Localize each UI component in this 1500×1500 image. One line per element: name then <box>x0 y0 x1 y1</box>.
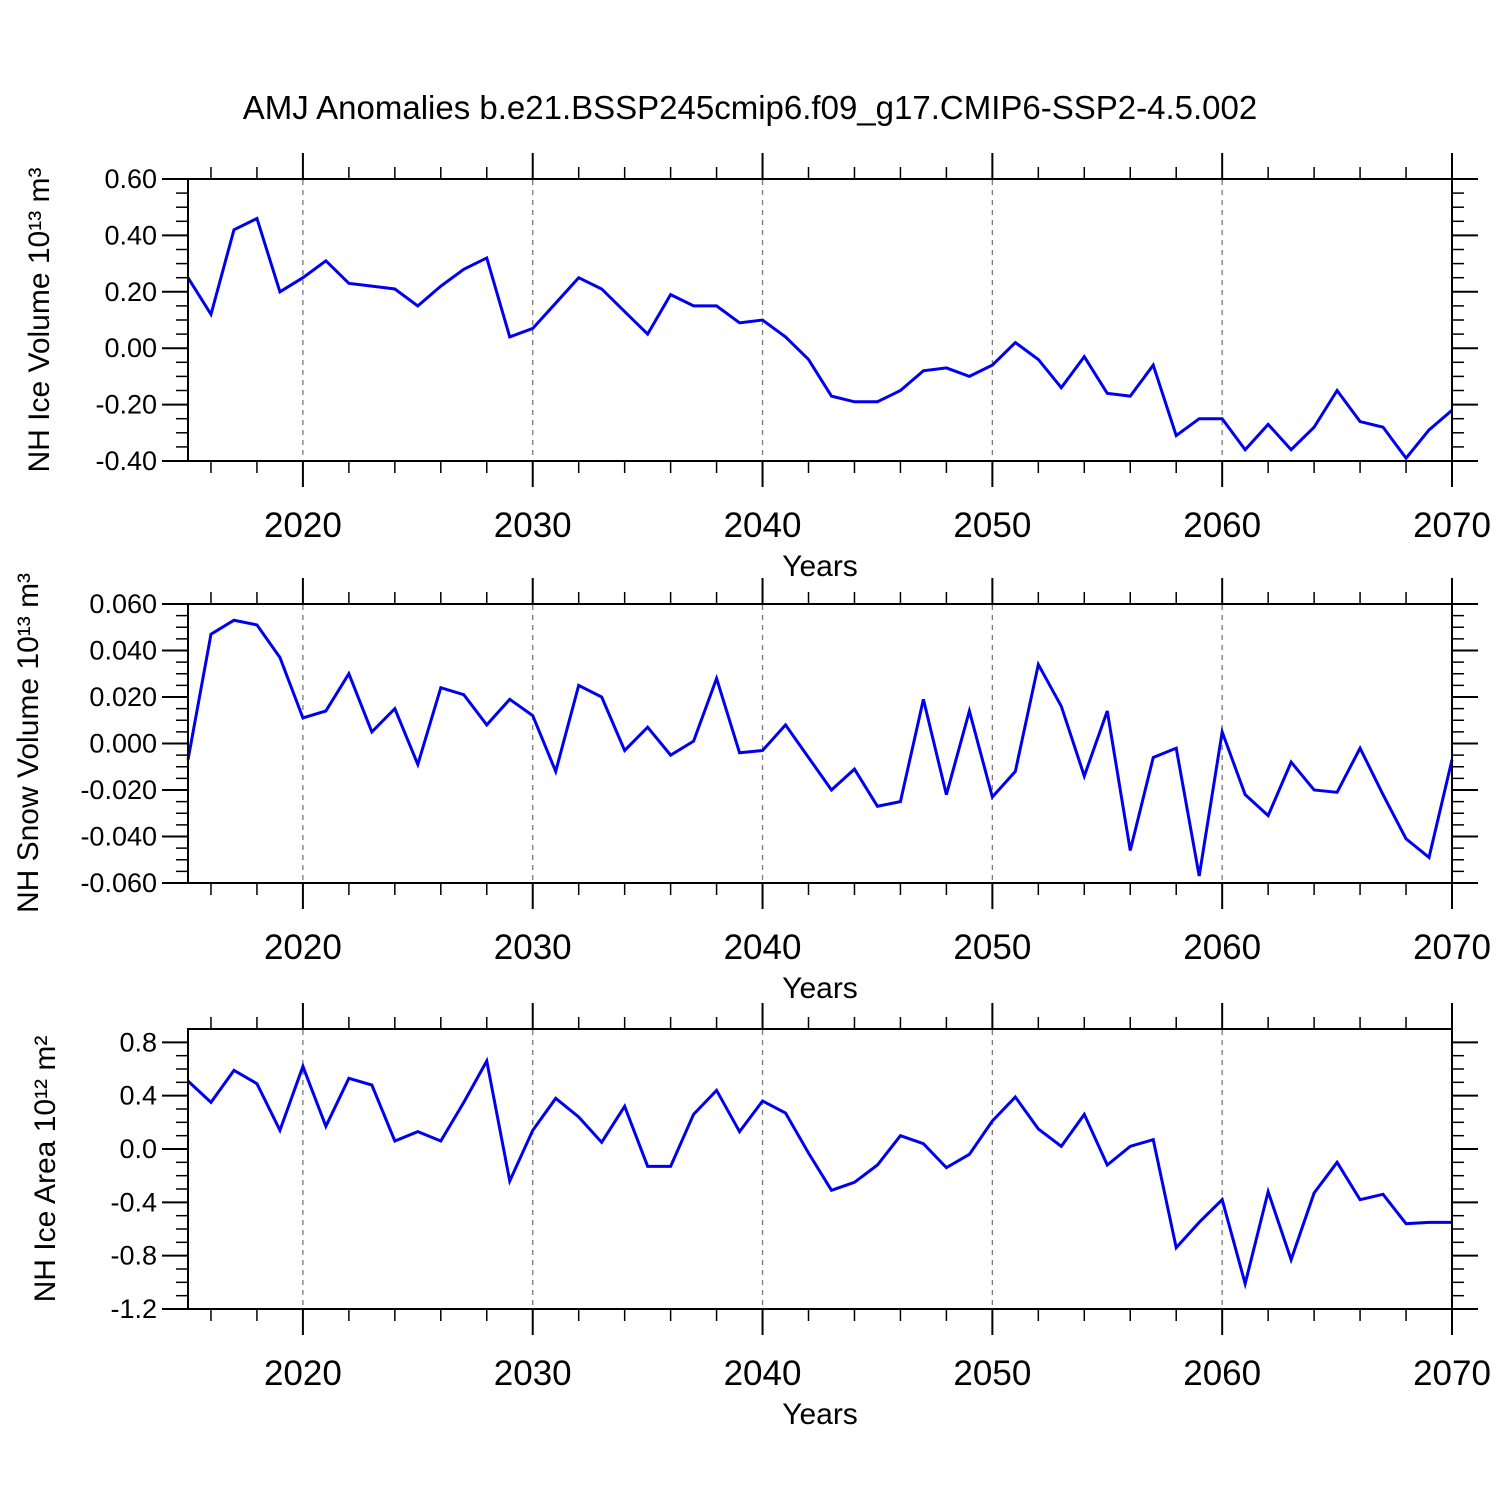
x-tick-label: 2030 <box>494 928 572 967</box>
x-axis-label-3: Years <box>782 1398 858 1431</box>
x-tick-label: 2050 <box>953 928 1031 967</box>
y-tick-label: 0.8 <box>119 1027 157 1057</box>
x-tick-label: 2040 <box>724 506 802 545</box>
x-tick-label: 2070 <box>1413 928 1491 967</box>
y-axis-label-snow-volume: NH Snow Volume 10¹³ m³ <box>12 572 45 914</box>
plot-frame <box>187 1028 1453 1310</box>
plot-frame <box>187 603 1453 884</box>
y-axis-label-ice-volume: NH Ice Volume 10¹³ m³ <box>23 167 56 473</box>
y-tick-label: -0.060 <box>80 868 157 898</box>
y-tick-label: 0.60 <box>104 164 157 194</box>
x-tick-label: 2070 <box>1413 1354 1491 1393</box>
y-tick-label: 0.20 <box>104 277 157 307</box>
y-tick-label: -0.020 <box>80 775 157 805</box>
x-tick-label: 2040 <box>724 1354 802 1393</box>
y-tick-label: 0.4 <box>119 1081 157 1111</box>
y-tick-label: -0.040 <box>80 822 157 852</box>
y-tick-label: -0.20 <box>95 390 157 420</box>
x-tick-label: 2020 <box>264 928 342 967</box>
x-tick-label: 2030 <box>494 1354 572 1393</box>
y-tick-label: 0.40 <box>104 220 157 250</box>
x-tick-label: 2060 <box>1183 928 1261 967</box>
y-tick-label: 0.040 <box>89 636 157 666</box>
y-tick-label: 0.020 <box>89 682 157 712</box>
y-tick-label: -1.2 <box>110 1294 157 1324</box>
panel-3: 2020 2030 2040 2050 2060 2070 0.8 0.4 0.0 -0.4 -0.… <box>110 1003 1491 1393</box>
y-tick-label: -0.8 <box>110 1241 157 1271</box>
series-line <box>186 216 1453 461</box>
y-axis-label-ice-area: NH Ice Area 10¹² m² <box>29 1035 62 1303</box>
x-tick-label: 2060 <box>1183 506 1261 545</box>
x-tick-label: 2020 <box>264 1354 342 1393</box>
x-axis-label-1: Years <box>782 550 858 583</box>
y-tick-label: 0.000 <box>89 729 157 759</box>
x-tick-label: 2020 <box>264 506 342 545</box>
series-line <box>186 618 1454 877</box>
y-tick-label: -0.40 <box>95 446 157 476</box>
x-tick-label: 2030 <box>494 506 572 545</box>
x-tick-label: 2040 <box>724 928 802 967</box>
panel-2: 2020 2030 2040 2050 2060 2070 0.060 0.040 0.020 0… <box>80 578 1491 967</box>
x-tick-label: 2050 <box>953 1354 1031 1393</box>
y-tick-label: 0.00 <box>104 333 157 363</box>
y-tick-label: -0.4 <box>110 1187 157 1217</box>
plot-frame <box>187 178 1453 462</box>
panel-1: 2020 2030 2040 2050 2060 2070 0.60 0.40 0.20 0.00… <box>95 153 1491 545</box>
x-tick-label: 2070 <box>1413 506 1491 545</box>
series-line <box>186 1056 1452 1290</box>
x-axis-label-2: Years <box>782 972 858 1005</box>
figure-title: AMJ Anomalies b.e21.BSSP245cmip6.f09_g17… <box>242 89 1258 126</box>
y-tick-label: 0.060 <box>89 589 157 619</box>
x-tick-label: 2060 <box>1183 1354 1261 1393</box>
y-tick-label: 0.0 <box>119 1134 157 1164</box>
x-tick-label: 2050 <box>953 506 1031 545</box>
